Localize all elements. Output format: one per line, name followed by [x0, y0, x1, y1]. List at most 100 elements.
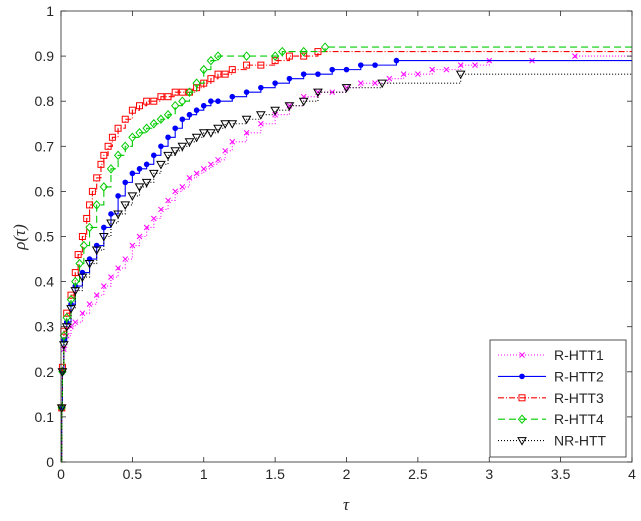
data-point-r-htt3: [143, 97, 151, 105]
data-point-nr-htt: [191, 133, 202, 143]
data-point-nr-htt: [66, 305, 76, 314]
data-point-r-htt4: [320, 42, 330, 52]
data-point-r-htt3: [71, 269, 79, 277]
data-point-r-htt3: [58, 363, 66, 371]
x-tick-label: 2.5: [408, 466, 428, 482]
legend-marker: [518, 394, 526, 402]
series-r-htt4: [57, 42, 632, 463]
data-point-r-htt2: [115, 193, 121, 199]
data-point-nr-htt: [98, 233, 109, 242]
data-point-r-htt4: [199, 64, 208, 75]
data-point-r-htt2: [229, 93, 236, 100]
data-point-r-htt2: [143, 161, 150, 168]
data-point-nr-htt: [91, 246, 102, 256]
data-point-r-htt2: [357, 62, 364, 68]
data-point-nr-htt: [134, 183, 145, 192]
data-point-r-htt4: [121, 141, 130, 152]
data-point-r-htt4: [206, 55, 216, 66]
data-point-r-htt3: [214, 70, 222, 78]
data-point-r-htt2: [172, 125, 178, 132]
data-point-r-htt2: [243, 89, 250, 95]
y-tick-label: 0.3: [35, 319, 55, 335]
data-point-r-htt1: [179, 184, 186, 190]
data-point-r-htt4: [71, 276, 80, 287]
data-point-nr-htt: [241, 115, 252, 125]
data-point-r-htt2: [158, 143, 164, 150]
data-point-nr-htt: [213, 124, 223, 134]
data-point-r-htt4: [62, 312, 71, 323]
data-point-r-htt4: [59, 330, 69, 341]
data-point-r-htt3: [128, 106, 136, 114]
data-point-r-htt2: [286, 75, 293, 82]
legend-item-r-htt4: R-HTT4: [498, 411, 604, 427]
data-point-r-htt1: [372, 80, 378, 87]
data-point-r-htt3: [97, 160, 105, 168]
data-point-nr-htt: [106, 219, 116, 228]
data-point-r-htt3: [136, 102, 144, 110]
legend-marker: [517, 437, 527, 446]
data-point-r-htt1: [229, 138, 236, 145]
data-point-r-htt3: [257, 61, 265, 69]
data-point-r-htt2: [208, 98, 214, 104]
data-point-r-htt4: [106, 164, 116, 174]
legend-marker: [519, 373, 525, 380]
data-point-r-htt2: [272, 80, 278, 86]
y-tick-label: 0: [46, 454, 54, 470]
data-point-r-htt3: [78, 233, 86, 240]
legend-label: NR-HTT: [554, 433, 607, 449]
data-point-r-htt3: [285, 52, 293, 60]
data-point-r-htt3: [164, 93, 172, 101]
data-point-r-htt4: [113, 150, 123, 161]
y-tick-label: 0.8: [35, 93, 55, 109]
data-point-r-htt3: [150, 97, 158, 105]
legend-label: R-HTT2: [554, 368, 604, 384]
data-point-r-htt4: [85, 222, 94, 233]
data-point-nr-htt: [57, 368, 68, 377]
data-point-nr-htt: [77, 273, 88, 283]
data-point-r-htt4: [99, 182, 108, 192]
data-point-r-htt3: [221, 70, 229, 78]
legend-marker: [517, 414, 527, 424]
data-point-r-htt2: [393, 57, 400, 64]
data-point-nr-htt: [198, 129, 209, 138]
data-point-nr-htt: [455, 70, 466, 80]
data-point-r-htt3: [300, 52, 308, 60]
data-point-r-htt1: [186, 175, 193, 181]
data-point-nr-htt: [120, 201, 131, 210]
x-axis-label: τ: [343, 495, 350, 514]
data-point-r-htt1: [122, 256, 129, 262]
data-point-r-htt3: [83, 214, 91, 222]
x-tick-label: 1.5: [265, 466, 285, 482]
data-point-r-htt1: [158, 206, 164, 213]
data-point-r-htt1: [129, 242, 136, 249]
data-point-r-htt2: [372, 62, 378, 68]
y-axis-label: ρ(τ): [10, 224, 29, 251]
data-point-r-htt3: [74, 251, 82, 259]
data-point-r-htt2: [186, 111, 193, 118]
data-point-r-htt2: [129, 170, 136, 177]
series-layer: [56, 42, 632, 463]
data-point-nr-htt: [61, 323, 72, 332]
data-point-r-htt1: [429, 66, 436, 73]
data-point-nr-htt: [113, 210, 123, 219]
x-tick-label: 0.5: [123, 466, 143, 482]
data-point-nr-htt: [84, 260, 95, 269]
data-point-nr-htt: [163, 151, 173, 161]
data-point-r-htt3: [243, 61, 251, 69]
data-point-r-htt4: [213, 51, 223, 61]
legend-label: R-HTT4: [554, 411, 604, 427]
data-point-r-htt2: [215, 98, 221, 104]
data-point-r-htt3: [67, 291, 75, 299]
data-point-r-htt1: [443, 66, 450, 73]
data-point-nr-htt: [284, 102, 295, 111]
data-point-r-htt2: [200, 102, 207, 109]
data-point-r-htt4: [149, 118, 158, 129]
legend-item-r-htt2: R-HTT2: [498, 368, 604, 384]
data-point-r-htt3: [104, 142, 112, 150]
data-point-nr-htt: [270, 106, 280, 116]
data-point-r-htt1: [457, 62, 464, 68]
data-point-r-htt2: [258, 84, 264, 91]
data-point-r-htt1: [243, 129, 250, 136]
